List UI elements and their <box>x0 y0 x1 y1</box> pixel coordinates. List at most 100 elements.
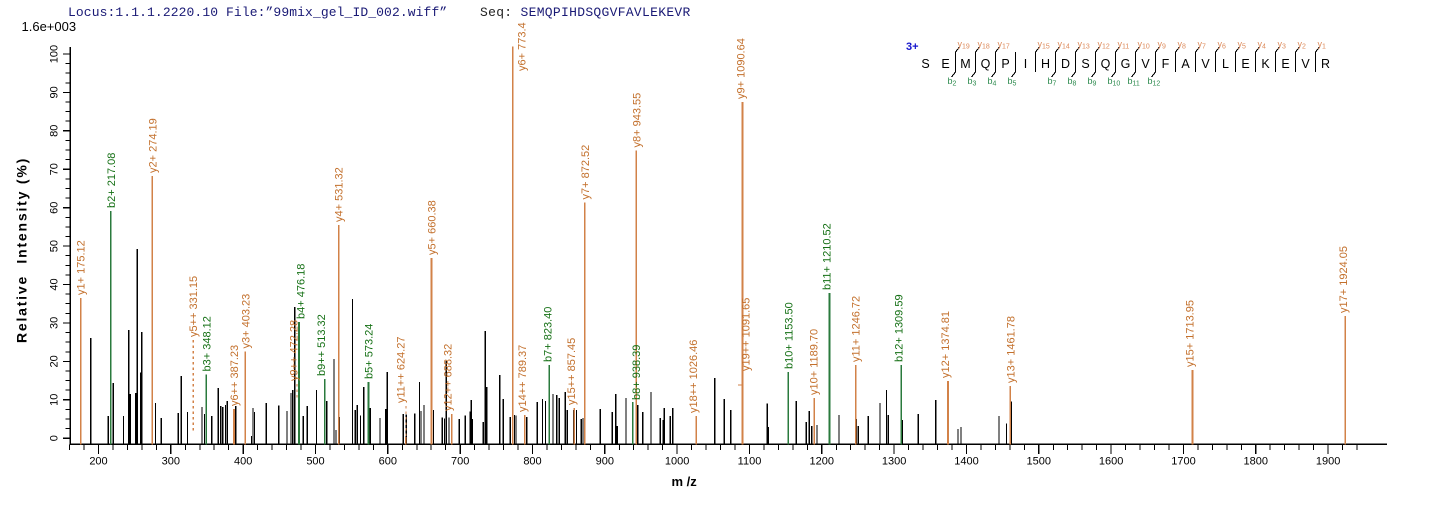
svg-text:y11+ 1246.72: y11+ 1246.72 <box>851 296 863 362</box>
svg-text:b12+ 1309.59: b12+ 1309.59 <box>894 294 906 362</box>
svg-text:y19++ 1091.65: y19++ 1091.65 <box>741 298 753 371</box>
svg-text:G: G <box>1121 57 1131 71</box>
svg-text:y5+ 660.38: y5+ 660.38 <box>427 200 439 255</box>
svg-text:Seq: SEMQPIHDSQGVFAVLEKEVR: Seq: SEMQPIHDSQGVFAVLEKEVR <box>480 5 691 20</box>
svg-text:Relative Intensity (%): Relative Intensity (%) <box>14 157 30 343</box>
svg-text:900: 900 <box>596 456 614 468</box>
svg-text:E: E <box>1281 57 1289 71</box>
svg-text:y2: y2 <box>1298 39 1307 51</box>
svg-text:1100: 1100 <box>738 456 762 468</box>
svg-text:y18: y18 <box>978 39 990 51</box>
svg-text:y15: y15 <box>1038 39 1050 51</box>
svg-text:10: 10 <box>49 394 61 406</box>
svg-text:60: 60 <box>49 202 61 214</box>
svg-text:M: M <box>960 57 970 71</box>
svg-text:P: P <box>1001 57 1009 71</box>
svg-text:1000: 1000 <box>665 456 689 468</box>
svg-text:3+: 3+ <box>906 41 919 53</box>
svg-text:70: 70 <box>49 163 61 175</box>
svg-text:b8+ 938.39: b8+ 938.39 <box>631 345 643 400</box>
svg-text:V: V <box>1141 57 1150 71</box>
svg-text:y15++ 857.45: y15++ 857.45 <box>566 338 578 405</box>
svg-text:90: 90 <box>49 86 61 98</box>
svg-text:b9++ 513.32: b9++ 513.32 <box>316 314 328 376</box>
svg-text:y7: y7 <box>1198 39 1207 51</box>
svg-text:y4: y4 <box>1258 39 1267 51</box>
svg-text:A: A <box>1181 57 1190 71</box>
svg-text:b7: b7 <box>1048 76 1057 88</box>
svg-text:L: L <box>1222 57 1229 71</box>
svg-text:y19: y19 <box>958 39 970 51</box>
svg-text:b10+ 1153.50: b10+ 1153.50 <box>783 302 795 369</box>
svg-text:b12: b12 <box>1148 76 1161 88</box>
svg-text:y18++ 1026.46: y18++ 1026.46 <box>688 340 700 413</box>
svg-text:y5++ 331.15: y5++ 331.15 <box>188 276 200 337</box>
svg-text:b5+ 573.24: b5+ 573.24 <box>364 324 376 379</box>
svg-text:300: 300 <box>162 456 180 468</box>
svg-text:y14: y14 <box>1058 39 1070 51</box>
svg-text:E: E <box>1241 57 1249 71</box>
svg-text:y4+ 531.32: y4+ 531.32 <box>334 167 346 222</box>
svg-text:b9: b9 <box>1088 76 1097 88</box>
svg-text:y1: y1 <box>1318 39 1327 51</box>
svg-text:D: D <box>1061 57 1070 71</box>
svg-text:30: 30 <box>49 317 61 329</box>
svg-text:H: H <box>1041 57 1050 71</box>
svg-text:y3+ 403.23: y3+ 403.23 <box>240 294 252 349</box>
svg-text:E: E <box>941 57 949 71</box>
svg-text:1800: 1800 <box>1244 456 1268 468</box>
svg-text:R: R <box>1321 57 1330 71</box>
svg-text:800: 800 <box>523 456 541 468</box>
svg-text:b2: b2 <box>948 76 957 88</box>
svg-text:1.6e+003: 1.6e+003 <box>22 19 77 34</box>
svg-text:S: S <box>921 57 929 71</box>
svg-text:K: K <box>1261 57 1270 71</box>
svg-text:y10: y10 <box>1138 39 1150 51</box>
svg-text:1200: 1200 <box>810 456 834 468</box>
svg-text:b7+ 823.40: b7+ 823.40 <box>542 307 554 362</box>
svg-text:Q: Q <box>981 57 991 71</box>
svg-text:1500: 1500 <box>1027 456 1051 468</box>
svg-text:y15+ 1713.95: y15+ 1713.95 <box>1185 300 1197 367</box>
svg-text:400: 400 <box>234 456 252 468</box>
svg-text:V: V <box>1201 57 1210 71</box>
svg-text:1900: 1900 <box>1316 456 1340 468</box>
svg-text:1400: 1400 <box>954 456 978 468</box>
svg-text:500: 500 <box>306 456 324 468</box>
svg-text:y5: y5 <box>1238 39 1247 51</box>
svg-text:100: 100 <box>49 45 61 63</box>
svg-text:F: F <box>1162 57 1170 71</box>
svg-text:b8: b8 <box>1068 76 1077 88</box>
svg-text:y7+ 872.52: y7+ 872.52 <box>580 145 592 200</box>
svg-text:b4+ 476.18: b4+ 476.18 <box>296 264 308 319</box>
svg-text:S: S <box>1081 57 1089 71</box>
svg-text:b11+ 1210.52: b11+ 1210.52 <box>822 223 834 290</box>
svg-text:y17: y17 <box>998 39 1010 51</box>
svg-text:y13: y13 <box>1078 39 1090 51</box>
svg-text:600: 600 <box>379 456 397 468</box>
svg-text:y11++ 624.27: y11++ 624.27 <box>396 337 408 403</box>
svg-text:b10: b10 <box>1108 76 1121 88</box>
svg-text:y12+ 1374.81: y12+ 1374.81 <box>940 311 952 378</box>
svg-text:b4: b4 <box>988 76 997 88</box>
svg-text:y6++ 387.23: y6++ 387.23 <box>229 345 241 406</box>
svg-text:y6+ 773.4: y6+ 773.4 <box>517 22 529 71</box>
svg-text:y17+ 1924.05: y17+ 1924.05 <box>1338 246 1350 313</box>
svg-text:b2+ 217.08: b2+ 217.08 <box>106 153 118 208</box>
svg-text:200: 200 <box>89 456 107 468</box>
svg-text:y9++ 472.28: y9++ 472.28 <box>289 320 301 381</box>
svg-text:y9+ 1090.64: y9+ 1090.64 <box>735 38 747 99</box>
svg-text:b5: b5 <box>1008 76 1017 88</box>
svg-text:1700: 1700 <box>1171 456 1195 468</box>
svg-text:y13+ 1461.78: y13+ 1461.78 <box>1005 316 1017 383</box>
svg-text:b11: b11 <box>1128 76 1140 88</box>
svg-text:V: V <box>1301 57 1310 71</box>
svg-text:y12: y12 <box>1098 39 1110 51</box>
svg-text:y6: y6 <box>1218 39 1227 51</box>
svg-text:80: 80 <box>49 125 61 137</box>
svg-text:y2+ 274.19: y2+ 274.19 <box>147 118 159 173</box>
svg-text:1300: 1300 <box>882 456 906 468</box>
svg-text:0: 0 <box>49 435 61 441</box>
svg-text:y12++ 688.32: y12++ 688.32 <box>443 344 455 411</box>
svg-text:y10+ 1189.70: y10+ 1189.70 <box>808 329 820 395</box>
